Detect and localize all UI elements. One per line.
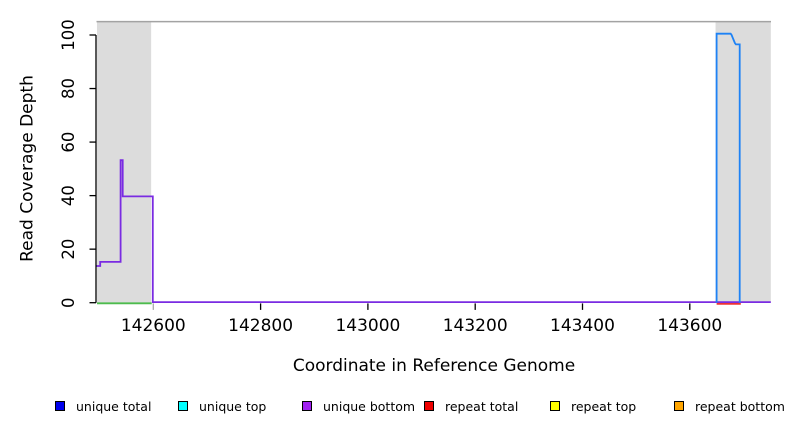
y-tick-label: 40 bbox=[59, 185, 78, 206]
legend-swatch-unique-total bbox=[55, 401, 65, 411]
y-tick-label: 100 bbox=[59, 19, 78, 51]
legend-item-unique-total: unique total bbox=[55, 397, 151, 415]
y-tick-label: 20 bbox=[59, 239, 78, 260]
legend-item-repeat-bottom: repeat bottom bbox=[674, 397, 785, 415]
legend-swatch-unique-top bbox=[178, 401, 188, 411]
x-tick-label: 143200 bbox=[443, 316, 508, 336]
legend-label: repeat total bbox=[445, 398, 519, 414]
legend-label: repeat bottom bbox=[695, 398, 785, 414]
x-tick-label: 142800 bbox=[228, 316, 293, 336]
x-tick-label: 143400 bbox=[550, 316, 615, 336]
shaded-region bbox=[96, 21, 152, 303]
legend-item-repeat-total: repeat total bbox=[424, 397, 518, 415]
legend-item-unique-bottom: unique bottom bbox=[302, 397, 415, 415]
x-tick-label: 143000 bbox=[335, 316, 400, 336]
shaded-region bbox=[715, 21, 771, 303]
legend-label: unique bottom bbox=[323, 398, 416, 414]
legend-label: unique top bbox=[199, 398, 267, 414]
legend-item-repeat-top: repeat top bbox=[550, 397, 636, 415]
legend-swatch-repeat-bottom bbox=[674, 401, 684, 411]
legend-item-unique-top: unique top bbox=[178, 397, 266, 415]
legend-swatch-repeat-total bbox=[424, 401, 434, 411]
y-axis-title: Read Coverage Depth bbox=[17, 75, 38, 262]
series-line-2 bbox=[96, 159, 771, 304]
legend-label: unique total bbox=[76, 398, 152, 414]
y-tick-label: 0 bbox=[59, 297, 78, 308]
x-tick-label: 143600 bbox=[657, 316, 722, 336]
legend-swatch-unique-bottom bbox=[302, 401, 312, 411]
series-line-4 bbox=[715, 32, 741, 303]
x-axis-title: Coordinate in Reference Genome bbox=[292, 356, 576, 376]
legend: unique total unique top unique bottom re… bbox=[0, 397, 792, 417]
legend-swatch-repeat-top bbox=[550, 401, 560, 411]
y-tick-label: 60 bbox=[59, 132, 78, 153]
y-tick-label: 80 bbox=[59, 78, 78, 99]
legend-label: repeat top bbox=[571, 398, 637, 414]
x-tick-label: 142600 bbox=[121, 316, 186, 336]
